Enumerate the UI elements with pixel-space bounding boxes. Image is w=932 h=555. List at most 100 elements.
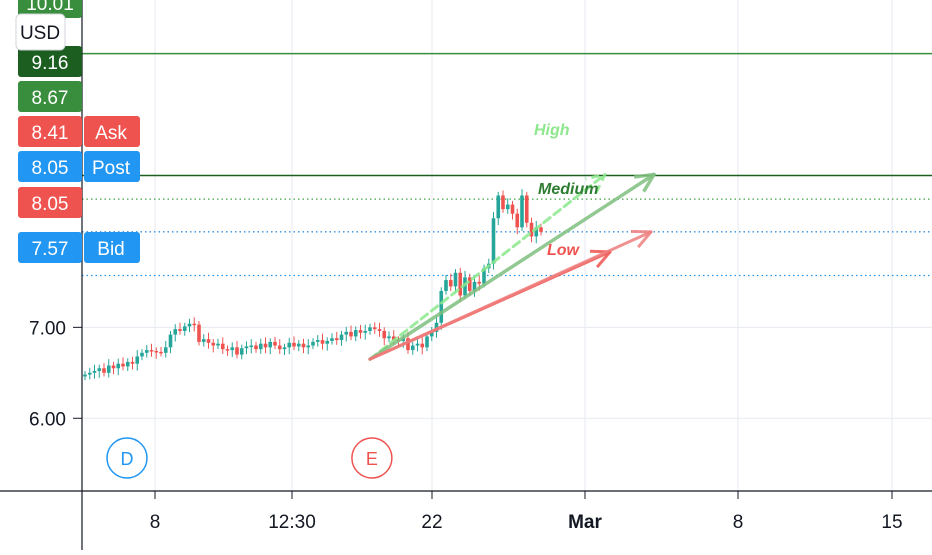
y-tick-label-0: 7.00 bbox=[29, 318, 66, 339]
candle-body-89 bbox=[505, 204, 510, 210]
candle-body-24 bbox=[197, 324, 201, 342]
candle-body-13 bbox=[144, 350, 149, 353]
candle-body-77 bbox=[448, 280, 453, 287]
candle-body-17 bbox=[163, 347, 168, 353]
candle-body-45 bbox=[296, 343, 301, 347]
candle-body-37 bbox=[258, 343, 263, 350]
x-tick-label-5: 15 bbox=[881, 512, 902, 533]
candles bbox=[83, 189, 543, 381]
price-labels: 10.01 9.16 8.67 8.41 Ask 8.05 Post 8.05 7.57 Bid bbox=[18, 0, 140, 263]
candle-body-76 bbox=[444, 280, 448, 291]
candle-body-40 bbox=[273, 341, 277, 346]
price-label-value-0: 10.01 bbox=[26, 0, 74, 15]
x-tick-label-1: 12:30 bbox=[268, 512, 316, 533]
candle-body-82 bbox=[472, 281, 477, 291]
candle-body-14 bbox=[149, 350, 154, 352]
x-tick-label-4: 8 bbox=[733, 512, 744, 533]
candle-body-63 bbox=[382, 330, 387, 339]
price-label-box-1 bbox=[18, 46, 82, 77]
candle-body-4 bbox=[102, 368, 106, 373]
candle-body-34 bbox=[244, 346, 249, 349]
candle-body-33 bbox=[239, 348, 244, 355]
price-label-box-5 bbox=[18, 187, 82, 218]
candle-body-70 bbox=[415, 343, 420, 346]
candle-body-83 bbox=[477, 281, 482, 284]
candle-body-79 bbox=[458, 272, 463, 296]
forecast-high-far-shaft bbox=[368, 172, 656, 361]
candle-body-54 bbox=[339, 334, 344, 341]
candle-body-65 bbox=[391, 336, 396, 341]
candle-body-3 bbox=[97, 368, 102, 371]
candle-body-35 bbox=[249, 345, 254, 348]
candle-body-15 bbox=[154, 350, 159, 353]
candle-body-8 bbox=[121, 363, 125, 367]
forecast-label-high: High bbox=[534, 122, 570, 139]
candle-body-84 bbox=[482, 268, 486, 284]
candle-body-80 bbox=[463, 277, 467, 296]
candle-body-62 bbox=[377, 329, 382, 331]
candle-body-52 bbox=[330, 338, 334, 341]
candle-body-64 bbox=[387, 336, 391, 339]
candle-body-29 bbox=[220, 343, 225, 350]
currency-label: USD bbox=[20, 23, 60, 44]
candle-body-58 bbox=[358, 330, 363, 333]
candle-body-41 bbox=[277, 345, 282, 350]
candle-body-90 bbox=[510, 204, 515, 214]
candle-body-78 bbox=[453, 272, 458, 287]
grid bbox=[82, 0, 932, 491]
candle-body-38 bbox=[263, 343, 268, 348]
candle-body-68 bbox=[406, 338, 410, 351]
candle-body-25 bbox=[201, 339, 206, 342]
candle-body-22 bbox=[187, 323, 192, 327]
candle-body-23 bbox=[192, 323, 197, 326]
candle-body-60 bbox=[368, 327, 372, 331]
candle-body-72 bbox=[425, 336, 429, 348]
candle-body-21 bbox=[182, 326, 187, 331]
candle-body-42 bbox=[282, 347, 287, 350]
candle-body-47 bbox=[306, 345, 311, 348]
candle-body-16 bbox=[159, 351, 163, 354]
forecast-arrows: High Medium Low bbox=[368, 122, 656, 361]
price-level-lines bbox=[82, 52, 932, 277]
x-tick-label-0: 8 bbox=[150, 512, 161, 533]
candle-body-74 bbox=[434, 322, 439, 332]
x-tick-label-2: 22 bbox=[421, 512, 442, 533]
candle-body-86 bbox=[491, 218, 496, 264]
candle-body-18 bbox=[168, 334, 173, 348]
event-marker-label-e: E bbox=[366, 449, 378, 469]
candle-body-53 bbox=[334, 338, 339, 341]
candle-body-55 bbox=[344, 331, 349, 335]
forecast-high-far-head bbox=[633, 172, 656, 193]
price-label-value-2: 8.67 bbox=[32, 88, 69, 109]
candle-body-48 bbox=[311, 341, 315, 346]
candle-body-96 bbox=[539, 227, 543, 232]
candle-body-50 bbox=[320, 340, 325, 344]
candle-body-1 bbox=[87, 372, 92, 375]
candle-body-10 bbox=[130, 361, 135, 364]
y-tick-label-1: 6.00 bbox=[29, 409, 66, 430]
event-marker-label-d: D bbox=[121, 449, 134, 469]
price-tag-box-6 bbox=[84, 232, 140, 263]
candle-body-20 bbox=[178, 329, 182, 331]
event-marker-e bbox=[351, 437, 393, 479]
candle-body-28 bbox=[216, 343, 220, 346]
candle-body-11 bbox=[135, 356, 140, 364]
candle-body-51 bbox=[325, 340, 330, 344]
candle-body-27 bbox=[211, 342, 216, 346]
candle-body-43 bbox=[287, 342, 292, 348]
currency-badge: USD bbox=[15, 13, 66, 51]
price-label-value-3: 8.41 bbox=[32, 123, 69, 144]
candle-body-19 bbox=[173, 329, 178, 335]
price-label-value-6: 7.57 bbox=[32, 239, 69, 260]
candle-body-32 bbox=[235, 347, 239, 355]
price-tag-ask: Ask bbox=[95, 123, 127, 144]
price-tag-box-4 bbox=[84, 151, 140, 182]
candle-body-7 bbox=[116, 363, 121, 369]
candle-body-92 bbox=[520, 195, 524, 228]
candle-body-5 bbox=[106, 365, 111, 373]
candle-body-73 bbox=[429, 331, 434, 337]
price-tag-box-3 bbox=[84, 116, 140, 147]
